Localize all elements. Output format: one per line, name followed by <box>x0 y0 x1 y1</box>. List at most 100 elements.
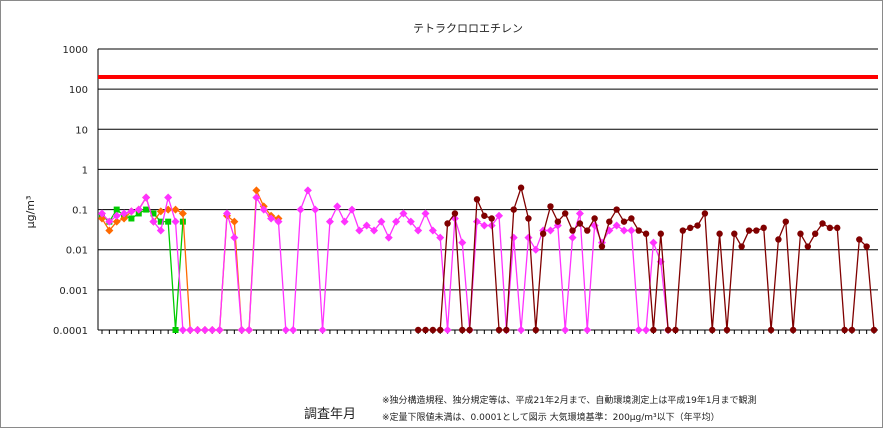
data-point <box>532 326 539 334</box>
data-point <box>524 233 533 242</box>
data-point <box>848 326 856 334</box>
data-point <box>347 205 356 214</box>
data-point <box>804 243 812 250</box>
data-point <box>701 210 709 217</box>
data-point <box>568 233 577 242</box>
data-point <box>531 245 540 254</box>
data-point <box>193 326 202 334</box>
tick-layer: 0.0001 0.001 0.01 0.1 1 10 100 1000 <box>53 45 875 337</box>
data-point <box>355 226 364 235</box>
data-point <box>451 210 459 217</box>
data-point <box>120 209 129 218</box>
data-point <box>414 326 422 334</box>
grid-layer <box>97 48 878 331</box>
data-point <box>414 226 423 235</box>
data-point <box>509 233 518 242</box>
data-point <box>274 217 283 226</box>
data-point <box>525 215 532 222</box>
data-point <box>834 224 841 232</box>
data-point <box>164 193 173 202</box>
chart-title: テトラクロロエチレン <box>413 22 523 35</box>
data-point <box>156 226 165 235</box>
data-point <box>782 218 789 225</box>
data-point <box>472 217 481 226</box>
y-tick-label: 0.1 <box>72 206 88 217</box>
data-point <box>134 205 143 214</box>
data-point <box>576 220 584 227</box>
data-point <box>819 220 826 227</box>
data-point <box>281 326 290 334</box>
data-point <box>421 209 430 218</box>
data-point <box>112 217 121 226</box>
data-point <box>583 326 592 334</box>
data-point <box>105 226 114 235</box>
y-tick-label: 0.001 <box>59 286 88 297</box>
data-point <box>650 326 657 334</box>
data-point <box>459 326 466 334</box>
data-point <box>143 206 150 213</box>
data-point <box>208 326 217 334</box>
data-point <box>775 236 782 243</box>
data-point <box>789 326 797 334</box>
data-point <box>259 205 268 214</box>
y-tick-label: 1000 <box>63 45 88 56</box>
data-point <box>546 226 555 235</box>
data-point <box>606 218 613 225</box>
data-point <box>731 230 738 237</box>
data-point <box>642 230 650 237</box>
data-point <box>422 326 429 334</box>
data-point <box>113 206 120 213</box>
data-point <box>325 217 334 226</box>
data-point <box>437 326 444 334</box>
data-point <box>252 186 261 195</box>
data-point <box>584 227 591 234</box>
data-point <box>428 226 437 235</box>
data-point <box>657 230 664 237</box>
data-point <box>399 209 408 218</box>
data-point <box>105 217 114 226</box>
data-point <box>539 230 547 237</box>
data-point <box>222 209 231 218</box>
data-point <box>598 243 606 250</box>
data-point <box>178 326 187 334</box>
data-point <box>429 326 437 334</box>
data-point <box>649 238 658 247</box>
data-point <box>841 326 848 334</box>
data-point <box>613 206 620 213</box>
data-point <box>149 217 158 226</box>
data-point <box>811 230 819 237</box>
data-point <box>333 202 342 211</box>
data-point <box>384 233 393 242</box>
data-point <box>628 215 635 222</box>
data-point <box>128 215 135 222</box>
footnote-1: ※独分構造規程、独分規定等は、平成21年2月まで、自動環境測定上は平成19年1月… <box>382 396 757 406</box>
data-point <box>120 214 129 223</box>
y-tick-label: 0.01 <box>66 246 88 257</box>
data-point <box>172 327 179 333</box>
data-point <box>127 207 136 216</box>
data-point <box>98 209 106 218</box>
data-point <box>672 326 679 334</box>
data-point <box>826 224 834 232</box>
data-point <box>863 243 870 250</box>
data-point <box>760 224 767 232</box>
data-point <box>488 215 495 222</box>
data-point <box>591 215 598 222</box>
data-point <box>340 217 349 226</box>
data-point <box>517 326 526 334</box>
data-point <box>723 326 731 334</box>
y-tick-label: 0.0001 <box>53 326 88 337</box>
y-axis-label: μg/m³ <box>24 196 37 229</box>
data-point <box>406 217 415 226</box>
data-point <box>503 326 510 334</box>
x-axis-label: 調査年月 <box>304 407 356 422</box>
data-point <box>627 226 636 235</box>
data-point <box>480 221 489 230</box>
data-point <box>856 236 863 243</box>
data-point <box>362 221 371 230</box>
data-point <box>444 220 451 227</box>
data-point <box>679 227 687 234</box>
data-point <box>716 230 723 237</box>
data-point <box>870 326 878 334</box>
